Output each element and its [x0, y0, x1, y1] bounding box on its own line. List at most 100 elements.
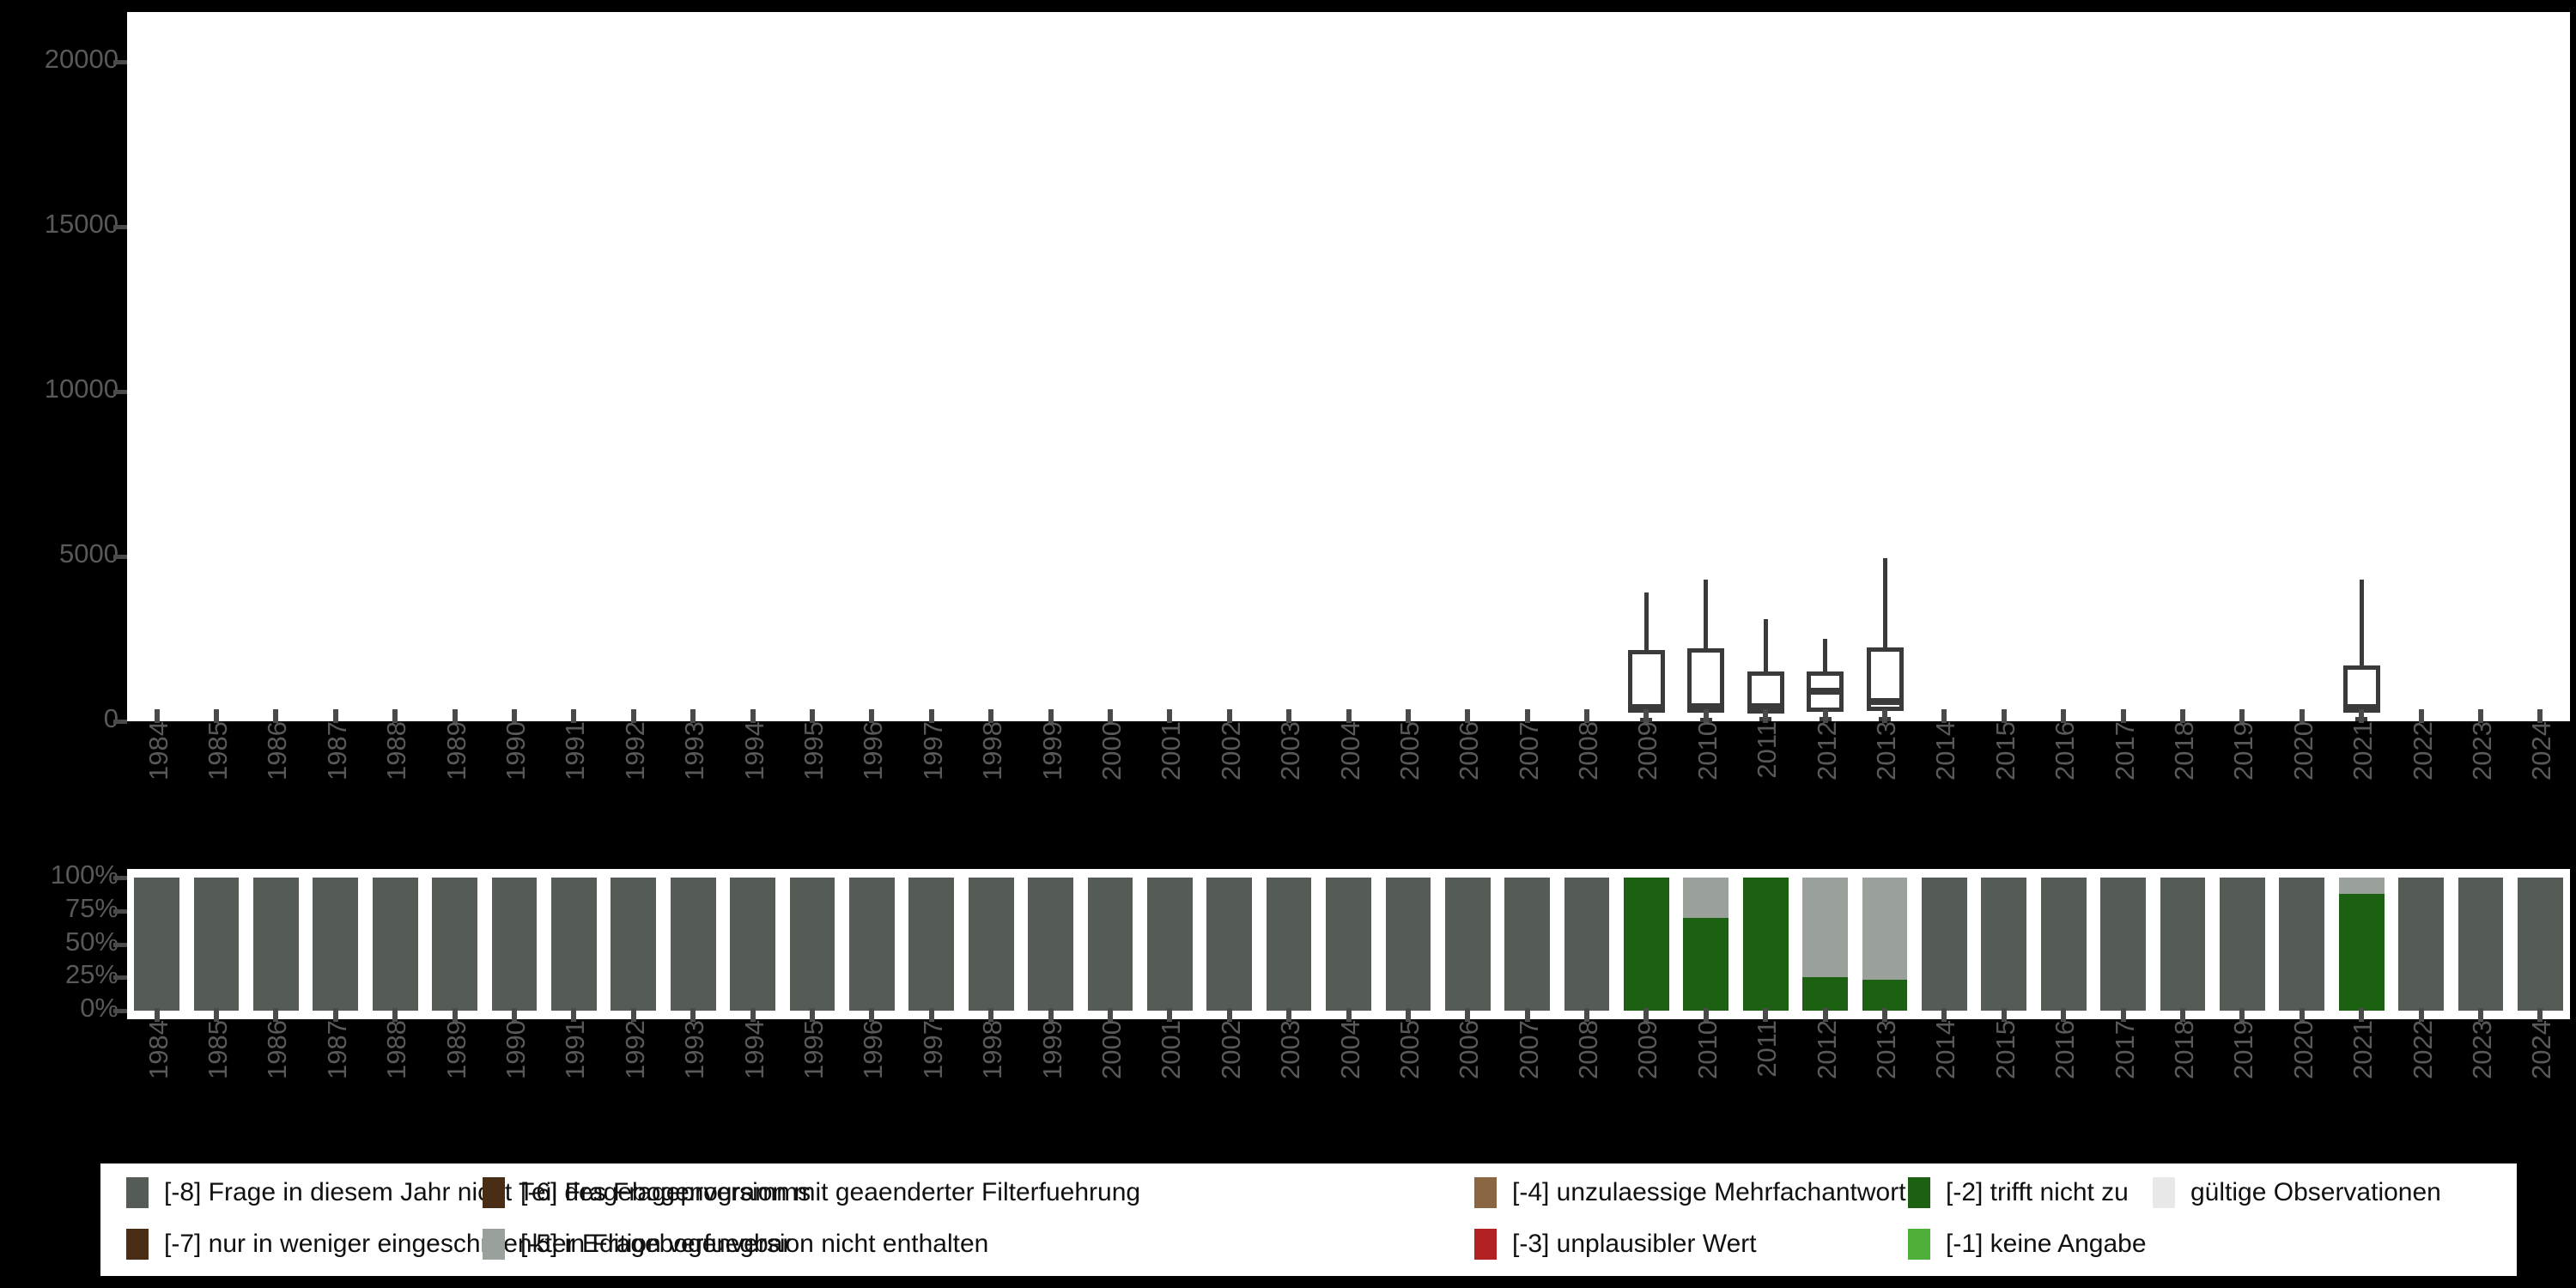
stacked-bar-1989	[432, 878, 477, 1011]
stacked-bar-1995	[790, 878, 835, 1011]
stacked-bar-2023	[2458, 878, 2504, 1011]
stacked-bar-1985	[194, 878, 240, 1011]
legend-swatch--3	[1474, 1229, 1497, 1260]
x-tick-label-2006: 2006	[1454, 721, 1485, 781]
whisker-upper	[1644, 592, 1649, 650]
x-tick-label-2014: 2014	[1930, 721, 1961, 781]
stacked-bar-2005	[1386, 878, 1431, 1011]
x-tick-label-2006: 2006	[1454, 1020, 1485, 1079]
stacked-bar-2002	[1206, 878, 1252, 1011]
bar-segment--8	[1206, 878, 1252, 1011]
bar-segment--8	[313, 878, 358, 1011]
x-tick-label-1998: 1998	[977, 721, 1008, 781]
legend-item--2[interactable]: [-2] trifft nicht zu	[1908, 1176, 2129, 1210]
bar-segment--5	[2339, 878, 2385, 894]
bar-segment--8	[2160, 878, 2206, 1011]
bar-segment--8	[908, 878, 954, 1011]
bar-segment--8	[2041, 878, 2087, 1011]
x-tick-label-2013: 2013	[1871, 721, 1902, 781]
x-tick-label-1986: 1986	[262, 1020, 293, 1079]
y-tick-mark	[113, 943, 127, 947]
legend-swatch-valid	[2153, 1177, 2175, 1208]
x-tick-label-1991: 1991	[560, 721, 591, 781]
bar-segment--8	[2220, 878, 2265, 1011]
stacked-bar-1997	[908, 878, 954, 1011]
legend-swatch--4	[1474, 1177, 1497, 1208]
legend-item-valid[interactable]: gültige Observationen	[2153, 1176, 2441, 1210]
legend-item--3[interactable]: [-3] unplausibler Wert	[1474, 1227, 1757, 1261]
boxplot-2013	[1867, 12, 1904, 721]
bar-segment--2	[1624, 878, 1669, 1011]
legend-item--1[interactable]: [-1] keine Angabe	[1908, 1227, 2147, 1261]
x-tick-label-1991: 1991	[560, 1020, 591, 1079]
x-tick-label-1989: 1989	[441, 721, 472, 781]
stacked-bar-1990	[492, 878, 538, 1011]
bar-segment--8	[1445, 878, 1491, 1011]
x-tick-label-1996: 1996	[858, 1020, 889, 1079]
median-line	[1867, 698, 1904, 705]
stacked-bar-2003	[1267, 878, 1312, 1011]
x-tick-label-1998: 1998	[977, 1020, 1008, 1079]
legend-label-valid: gültige Observationen	[2190, 1180, 2441, 1206]
y-tick-mark	[113, 60, 127, 64]
bar-segment--8	[969, 878, 1014, 1011]
x-tick-label-1994: 1994	[739, 1020, 770, 1079]
x-tick-label-1993: 1993	[679, 721, 710, 781]
x-tick-label-1989: 1989	[441, 1020, 472, 1079]
stacked-bar-1984	[134, 878, 179, 1011]
bar-segment--5	[1683, 878, 1728, 918]
x-tick-label-1987: 1987	[322, 721, 353, 781]
legend-label--5: [-5] in Fragebogenversion nicht enthalte…	[520, 1231, 988, 1257]
y-tick-mark	[113, 225, 127, 229]
x-tick-label-2019: 2019	[2228, 721, 2259, 781]
x-tick-label-2007: 2007	[1514, 1020, 1545, 1079]
chart-legend: [-8] Frage in diesem Jahr nicht Teil des…	[100, 1163, 2517, 1276]
x-tick-label-2012: 2012	[1812, 721, 1843, 781]
bar-segment--8	[1504, 878, 1550, 1011]
legend-label--4: [-4] unzulaessige Mehrfachantwort	[1512, 1180, 1906, 1206]
bar-segment--8	[1564, 878, 1610, 1011]
boxplot-2012	[1807, 12, 1844, 721]
stacked-bar-2010	[1683, 878, 1728, 1011]
x-tick-label-1988: 1988	[381, 1020, 412, 1079]
y-tick-label-10000: 10000	[45, 374, 118, 404]
legend-label--3: [-3] unplausibler Wert	[1512, 1231, 1757, 1257]
x-tick-label-2022: 2022	[2408, 721, 2439, 781]
x-tick-label-2002: 2002	[1216, 721, 1247, 781]
legend-item--6[interactable]: [-6] Fragebogenversion mit geaenderter F…	[483, 1176, 1140, 1210]
x-tick-label-1995: 1995	[799, 1020, 829, 1079]
x-tick-label-1986: 1986	[262, 721, 293, 781]
stacked-bar-x-axis: 1984198519861987198819891990199119921993…	[127, 1020, 2570, 1125]
x-tick-label-2008: 2008	[1573, 721, 1604, 781]
x-tick-label-2020: 2020	[2288, 721, 2319, 781]
stacked-bar-2015	[1981, 878, 2026, 1011]
bar-segment--8	[2398, 878, 2444, 1011]
bar-segment--8	[432, 878, 477, 1011]
legend-item--4[interactable]: [-4] unzulaessige Mehrfachantwort	[1474, 1176, 1906, 1210]
stacked-bar-2012	[1802, 878, 1848, 1011]
whisker-upper	[1764, 619, 1768, 671]
x-tick-label-1984: 1984	[143, 1020, 174, 1079]
x-tick-label-2015: 2015	[1990, 1020, 2021, 1079]
legend-swatch--7	[126, 1229, 149, 1260]
y-tick-mark	[113, 720, 127, 724]
bar-segment--8	[551, 878, 597, 1011]
legend-item--5[interactable]: [-5] in Fragebogenversion nicht enthalte…	[483, 1227, 988, 1261]
stacked-bar-2014	[1922, 878, 1967, 1011]
x-tick-label-2016: 2016	[2050, 1020, 2081, 1079]
y-tick-label-5000: 5000	[59, 538, 118, 569]
y-tick-label-0: 0	[104, 703, 118, 734]
bar-segment--2	[1743, 878, 1789, 1011]
bar-segment--8	[849, 878, 895, 1011]
bar-segment--2	[1683, 918, 1728, 1012]
bar-segment--8	[1386, 878, 1431, 1011]
stacked-bar-1996	[849, 878, 895, 1011]
bar-segment--8	[611, 878, 656, 1011]
bar-segment--8	[1326, 878, 1371, 1011]
x-tick-label-2012: 2012	[1812, 1020, 1843, 1079]
bar-segment--8	[1267, 878, 1312, 1011]
legend-swatch--2	[1908, 1177, 1930, 1208]
x-tick-label-2018: 2018	[2169, 721, 2200, 781]
y-tick-mark	[113, 975, 127, 980]
stacked-bar-2020	[2279, 878, 2324, 1011]
